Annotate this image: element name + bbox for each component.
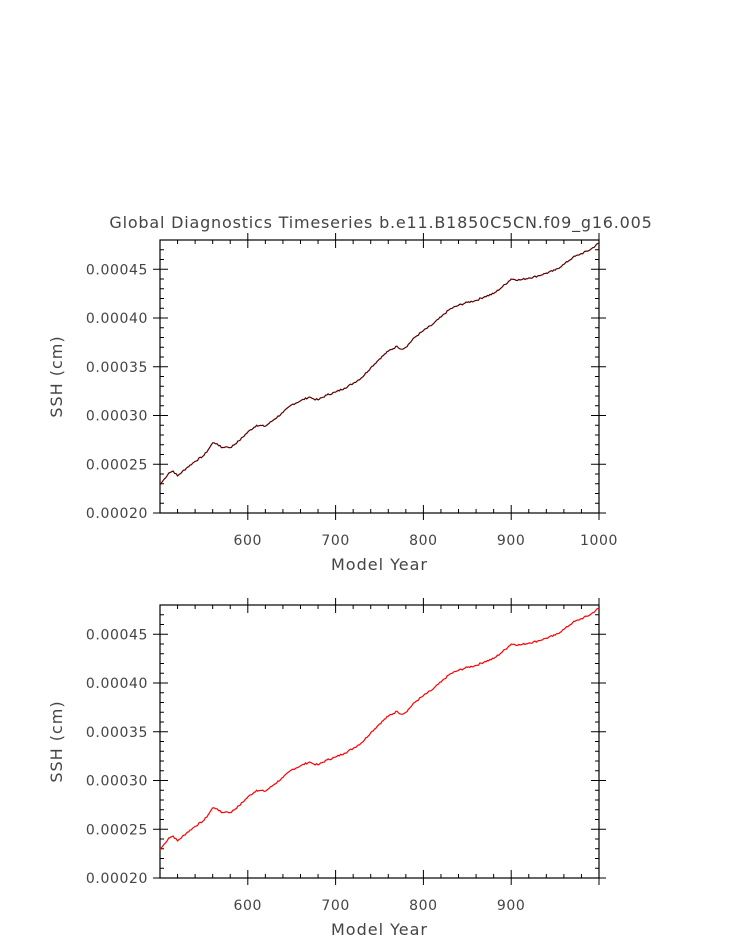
y-axis-label: SSH (cm) bbox=[47, 700, 66, 782]
x-tick-label: 800 bbox=[409, 898, 438, 914]
y-tick-label: 0.00030 bbox=[86, 409, 148, 425]
plot-frame bbox=[159, 604, 600, 879]
x-axis-label: Model Year bbox=[331, 555, 428, 574]
series-line bbox=[159, 607, 600, 851]
y-axis-label: SSH (cm) bbox=[47, 335, 66, 417]
series-line bbox=[159, 242, 600, 486]
y-tick-label: 0.00035 bbox=[86, 360, 148, 376]
x-axis-label: Model Year bbox=[331, 920, 428, 939]
x-tick-label: 1000 bbox=[580, 533, 618, 549]
y-tick-label: 0.00025 bbox=[86, 457, 148, 473]
y-tick-label: 0.00030 bbox=[86, 774, 148, 790]
x-tick-label: 900 bbox=[497, 533, 526, 549]
chart-top: 600 700 800 900 1000 0.00020 0.00025 0.00030 0.0… bbox=[47, 233, 618, 574]
x-tick-label: 700 bbox=[321, 898, 350, 914]
x-tick-label: 700 bbox=[321, 533, 350, 549]
x-tick-label: 900 bbox=[497, 898, 526, 914]
y-tick-label: 0.00040 bbox=[86, 311, 148, 327]
y-tick-label: 0.00035 bbox=[86, 725, 148, 741]
y-tick-label: 0.00040 bbox=[86, 676, 148, 692]
figure-title: Global Diagnostics Timeseries b.e11.B185… bbox=[109, 213, 652, 233]
y-tick-label: 0.00020 bbox=[86, 506, 148, 522]
x-tick-label: 600 bbox=[234, 533, 263, 549]
x-tick-label: 600 bbox=[234, 898, 263, 914]
plot-frame bbox=[159, 239, 600, 514]
y-tick-label: 0.00045 bbox=[86, 627, 148, 643]
chart-bottom: 600 700 800 900 0.00020 0.00025 0.00030 0.00035… bbox=[47, 598, 606, 939]
y-tick-label: 0.00020 bbox=[86, 871, 148, 887]
y-tick-label: 0.00025 bbox=[86, 822, 148, 838]
x-tick-label: 800 bbox=[409, 533, 438, 549]
y-tick-label: 0.00045 bbox=[86, 262, 148, 278]
